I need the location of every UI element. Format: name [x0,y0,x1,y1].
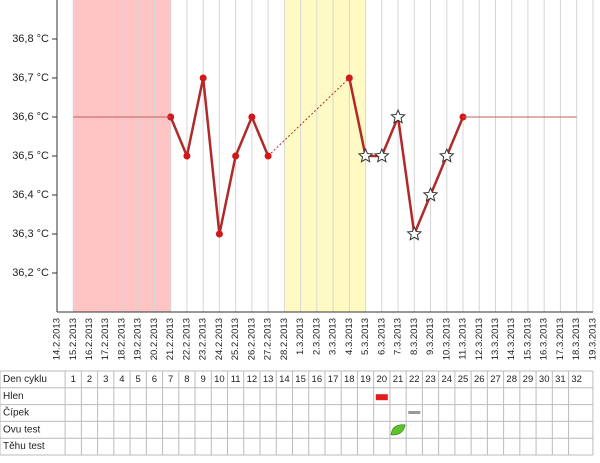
day-number: 23 [425,374,436,385]
row-label: Hlen [3,391,24,402]
x-tick-label: 18.2.2013 [116,318,127,360]
day-number: 18 [344,374,355,385]
day-number: 26 [474,374,485,385]
day-number: 28 [506,374,517,385]
day-number: 19 [360,374,371,385]
x-tick-label: 22.2.2013 [181,318,192,360]
x-tick-label: 23.2.2013 [198,318,209,360]
day-number: 6 [152,374,157,385]
x-tick-label: 5.3.2013 [360,318,371,355]
day-number: 9 [201,374,206,385]
x-tick-label: 16.2.2013 [84,318,95,360]
x-tick-label: 18.3.2013 [571,318,582,360]
day-number: 5 [136,374,141,385]
y-tick-label: 36,6 °C [12,111,49,123]
x-tick-label: 3.3.2013 [328,318,339,355]
day-number: 22 [409,374,420,385]
x-tick-label: 6.3.2013 [376,318,387,355]
x-tick-label: 19.3.2013 [587,318,598,360]
gap-connector [267,77,350,157]
day-number: 8 [184,374,189,385]
day-number: 12 [247,374,258,385]
star-point [422,186,439,202]
x-tick-label: 7.3.2013 [393,318,404,355]
x-tick-label: 19.2.2013 [133,318,144,360]
x-tick-label: 20.2.2013 [149,318,160,360]
day-number: 10 [214,374,225,385]
day-number: 27 [490,374,501,385]
x-tick-label: 13.3.2013 [490,318,501,360]
y-tick-label: 36,5 °C [12,150,49,162]
x-tick-label: 2.3.2013 [311,318,322,355]
y-tick-label: 36,2 °C [12,267,49,279]
day-number: 3 [103,374,108,385]
x-tick-label: 16.3.2013 [539,318,550,360]
point [183,152,191,160]
star-point [390,108,406,124]
star-point [438,147,455,163]
ovulation-test-mark [390,424,406,436]
x-tick-label: 17.3.2013 [555,318,566,360]
day-number: 13 [263,374,274,385]
point [345,74,353,82]
y-tick-label: 36,4 °C [12,189,49,201]
x-tick-label: 4.3.2013 [344,318,355,355]
star-point [357,147,374,163]
star-point [373,147,390,163]
day-number: 14 [279,374,290,385]
y-tick-label: 36,7 °C [12,72,49,84]
day-number: 25 [458,374,469,385]
day-number: 31 [555,374,566,385]
row-label: Čípek [3,406,30,419]
point [215,230,223,238]
x-tick-label: 25.2.2013 [230,318,241,360]
point [264,152,272,160]
x-tick-label: 14.2.2013 [52,318,63,360]
x-tick-label: 15.3.2013 [522,318,533,360]
y-tick-label: 36,3 °C [12,228,49,240]
x-tick-label: 21.2.2013 [165,318,176,360]
row-label: Těhu test [3,441,45,452]
y-tick-label: 36,8 °C [12,33,49,45]
mucus-mark [375,394,388,401]
x-tick-label: 17.2.2013 [100,318,111,360]
point [199,74,207,82]
day-number: 1 [71,374,76,385]
day-number: 16 [312,374,323,385]
x-tick-label: 11.3.2013 [458,318,469,360]
day-number: 15 [295,374,306,385]
day-number: 30 [539,374,550,385]
day-number: 24 [441,374,452,385]
x-tick-label: 12.3.2013 [474,318,485,360]
x-tick-label: 14.3.2013 [506,318,517,360]
phase-band [284,0,366,312]
cervix-mark [408,411,421,414]
x-tick-label: 28.2.2013 [279,318,290,360]
day-number: 32 [571,374,582,385]
day-number: 20 [377,374,388,385]
x-tick-label: 26.2.2013 [246,318,257,360]
x-tick-label: 24.2.2013 [214,318,225,360]
x-tick-label: 9.3.2013 [425,318,436,355]
day-number: 7 [168,374,173,385]
point [232,152,240,160]
day-number: 4 [119,374,124,385]
day-number: 17 [328,374,339,385]
x-tick-label: 15.2.2013 [68,318,79,360]
day-number: 11 [231,374,241,385]
point [248,113,256,121]
day-number: 2 [87,374,92,385]
day-number: 29 [523,374,534,385]
table-header: Den cyklu [3,374,47,385]
x-tick-label: 1.3.2013 [295,318,306,355]
x-tick-label: 27.2.2013 [263,318,274,360]
x-tick-label: 8.3.2013 [409,318,420,355]
row-label: Ovu test [3,424,40,435]
day-number: 21 [393,374,404,385]
star-point [406,225,423,241]
x-tick-label: 10.3.2013 [441,318,452,360]
